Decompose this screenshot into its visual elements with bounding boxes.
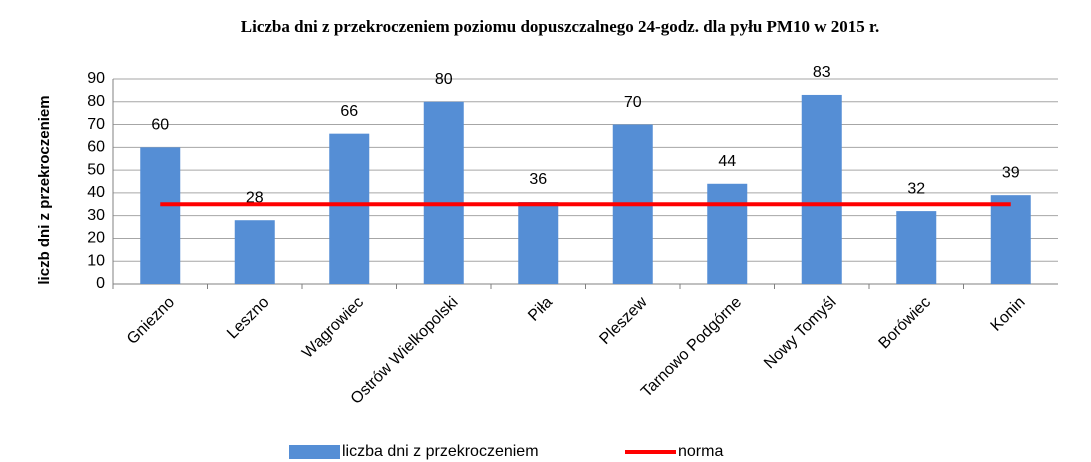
bar — [801, 94, 842, 284]
legend-label: norma — [678, 443, 723, 460]
y-tick-label: 30 — [87, 207, 105, 224]
y-tick-label: 20 — [87, 230, 105, 247]
x-tick-label: Borówiec — [876, 294, 935, 353]
data-label: 60 — [151, 117, 169, 134]
data-label: 70 — [624, 94, 642, 111]
y-tick-label: 60 — [87, 139, 105, 156]
y-tick-label: 0 — [96, 275, 105, 292]
bar — [990, 195, 1031, 284]
data-label: 83 — [813, 64, 831, 81]
bar — [140, 147, 181, 284]
x-tick-label: Gniezno — [124, 294, 178, 348]
data-label: 39 — [1002, 164, 1020, 181]
y-tick-label: 40 — [87, 184, 105, 201]
x-tick-label: Nowy Tomyśl — [761, 294, 839, 372]
bar — [707, 183, 748, 284]
legend-swatch — [289, 445, 340, 459]
data-label: 44 — [718, 153, 736, 170]
data-label: 28 — [246, 189, 264, 206]
x-tick-label: Leszno — [224, 294, 273, 343]
bar — [896, 211, 937, 284]
y-tick-label: 10 — [87, 252, 105, 269]
data-label: 32 — [907, 180, 925, 197]
y-tick-label: 90 — [87, 70, 105, 87]
data-label: 36 — [529, 171, 547, 188]
x-tick-label: Wągrowiec — [299, 294, 367, 362]
y-tick-label: 70 — [87, 116, 105, 133]
data-label: 66 — [340, 103, 358, 120]
x-tick-label: Ostrów Wielkopolski — [348, 294, 462, 408]
x-tick-label: Pleszew — [596, 293, 650, 347]
bar — [234, 220, 275, 284]
y-tick-label: 50 — [87, 161, 105, 178]
x-tick-label: Tarnowo Podgórne — [638, 294, 745, 401]
bar — [329, 133, 370, 284]
data-label: 80 — [435, 71, 453, 88]
chart-title: Liczba dni z przekroczeniem poziomu dopu… — [241, 17, 879, 36]
bar — [423, 101, 464, 285]
y-axis-label: liczb dni z przekroczeniem — [36, 95, 53, 284]
x-tick-label: Konin — [988, 294, 1029, 335]
x-tick-label: Piła — [525, 294, 556, 325]
bar — [518, 202, 559, 284]
legend-label: liczba dni z przekroczeniem — [342, 443, 539, 460]
y-tick-label: 80 — [87, 93, 105, 110]
